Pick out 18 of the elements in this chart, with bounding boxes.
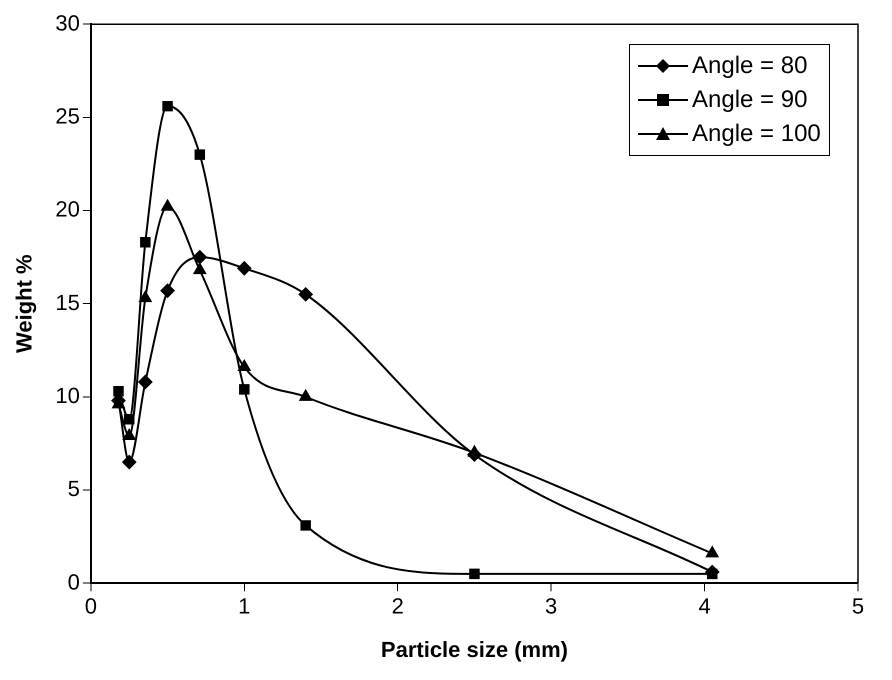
y-axis-title: Weight %: [11, 254, 36, 353]
legend-label: Angle = 90: [692, 85, 808, 116]
x-tick-label: 0: [84, 593, 97, 618]
y-tick-label: 30: [55, 10, 80, 36]
y-tick-label: 20: [55, 196, 80, 222]
x-tick-label: 2: [392, 593, 404, 618]
y-tick-label: 15: [55, 290, 80, 315]
x-tick-label: 5: [852, 593, 864, 618]
x-axis-title: Particle size (mm): [380, 636, 568, 662]
y-tick-label: 5: [68, 476, 80, 502]
x-tick-label: 4: [698, 593, 711, 618]
x-tick-label: 1: [238, 593, 250, 618]
y-tick-label: 25: [55, 103, 80, 128]
x-tick-label: 3: [545, 593, 558, 618]
y-tick-label: 10: [55, 382, 80, 408]
y-tick-label: 0: [68, 569, 80, 594]
legend-label: Angle = 80: [692, 51, 808, 82]
legend-label: Angle = 100: [692, 119, 821, 150]
